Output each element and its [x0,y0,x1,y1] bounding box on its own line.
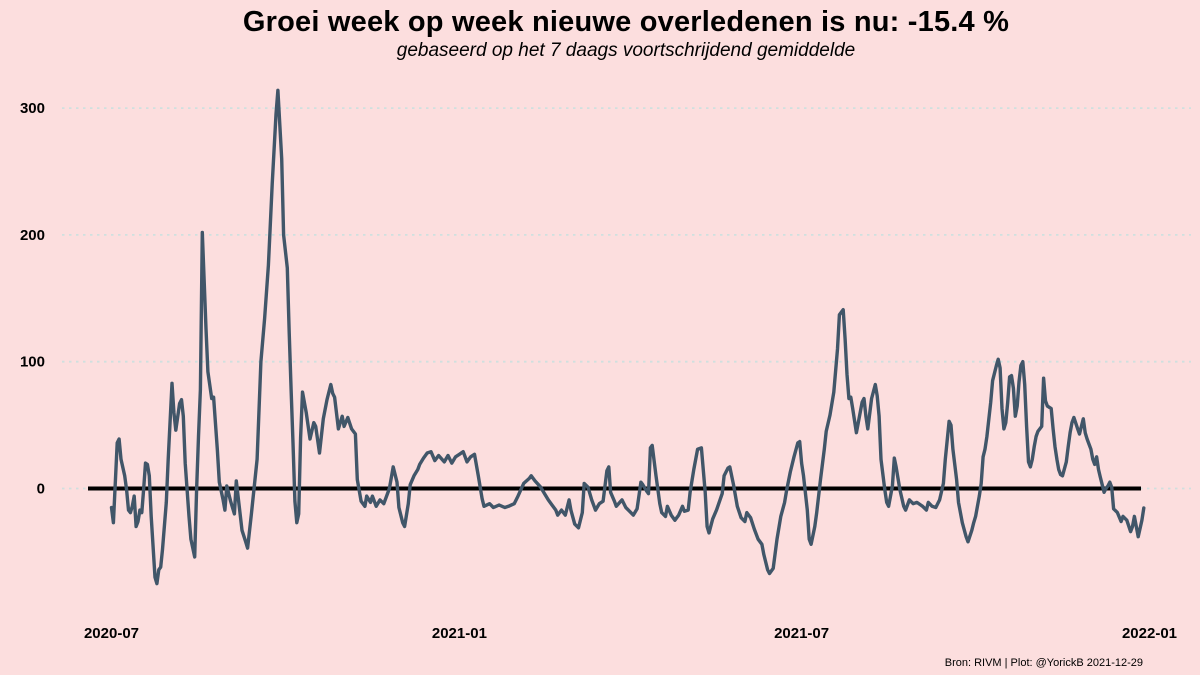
x-tick-label: 2022-01 [1122,625,1177,642]
y-tick-label: 300 [20,100,45,117]
source-caption: Bron: RIVM | Plot: @YorickB 2021-12-29 [944,657,1143,669]
y-tick-label: 0 [37,481,45,498]
x-axis-tick-labels: 2020-07 2021-01 2021-07 2022-01 [84,625,1177,642]
chart-subtitle: gebaseerd op het 7 daags voortschrijdend… [396,40,856,61]
x-tick-label: 2021-01 [432,625,487,642]
y-tick-label: 100 [20,354,45,371]
y-axis-tick-labels: 0 100 200 300 [20,100,45,497]
series-line [109,88,1146,586]
chart-title: Groei week op week nieuwe overledenen is… [242,6,1010,38]
y-tick-label: 200 [20,227,45,244]
x-tick-label: 2021-07 [774,625,829,642]
series-group [109,88,1146,586]
x-tick-label: 2020-07 [84,625,139,642]
